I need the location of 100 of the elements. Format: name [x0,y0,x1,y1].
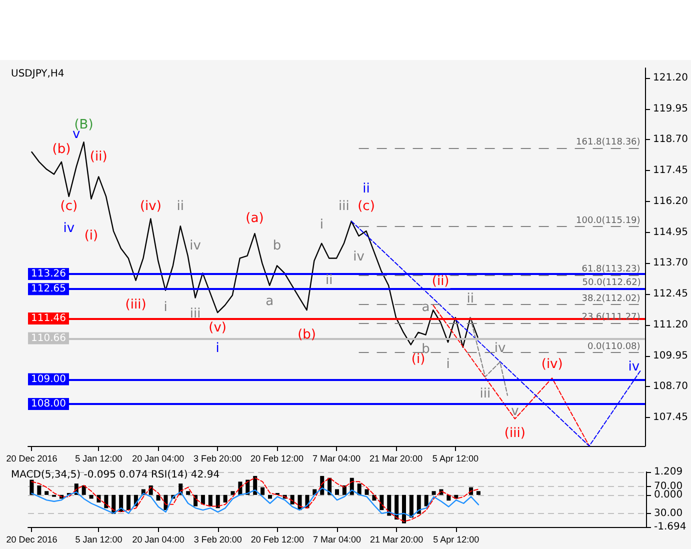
annotation: a [422,300,430,316]
bar [394,494,399,520]
bar [260,487,265,495]
bar [82,485,86,495]
annotation: v [511,404,520,419]
y-tick-label: 116.20 [653,196,688,207]
bar [89,494,94,499]
annotation: (c) [358,198,375,214]
annotation: (v) [208,320,226,336]
y-tick-label: 114.95 [653,226,688,238]
bar [357,484,362,495]
annotation: (iv) [541,356,563,372]
x-tick-label: 20 Jan 04:00 [132,454,184,464]
y-tick-label: 117.45 [653,165,688,176]
bar [30,480,34,495]
annotation: b [272,238,282,254]
annotation: iv [190,238,202,254]
chart-title: USDJPY,H4 [11,68,64,80]
y-tick-label: 111.20 [653,319,688,330]
ref-line-label: 111.46 [31,313,66,324]
annotation: (iv) [140,198,162,214]
bar [156,494,160,501]
bar [208,494,212,506]
ref-line-label: 0.0(110.08) [587,342,640,352]
x-tick-label: 21 Mar 20:00 [370,534,424,544]
annotation: iii [480,386,491,402]
bar [402,494,406,524]
annotation: ii [466,292,474,306]
y-tick-label: 112.45 [653,288,688,300]
chart-title: MACD(5,34,5) -0.095 0.074 RSI(14) 42.94 [11,470,220,480]
x-tick-label: 5 Apr 12:00 [432,454,478,464]
annotation: (iii) [504,426,526,442]
bar [126,494,131,510]
bar [424,494,428,506]
x-tick-label: 20 Feb 12:00 [250,534,304,544]
y-tick-label: 121.20 [653,72,688,84]
y-tick-label: -1.694 [654,522,686,532]
x-tick-label: 7 Mar 04:00 [312,454,361,464]
bar [364,489,369,495]
x-tick-label: 20 Dec 2016 [6,534,58,544]
bar [216,494,220,508]
annotation: ii [325,272,333,288]
x-tick-label: 7 Mar 04:00 [312,534,362,544]
ref-line-label: 112.65 [31,284,66,295]
annotation: iv [353,250,365,264]
annotation: (b) [52,142,71,158]
ref-line-label: 108.00 [31,398,66,410]
annotation: (b) [298,327,316,342]
y2-tick-label: 30.00 [654,508,683,519]
line-series [31,487,480,518]
x-tick-label: 3 Feb 20:00 [194,454,242,464]
x-tick-label: 3 Feb 20:00 [194,534,242,544]
y-tick-label: 109.95 [653,350,688,362]
ref-line-label: 38.2(112.02) [582,294,640,304]
x-tick-label: 21 Mar 20:00 [369,454,422,464]
ref-line-label: 100.0(115.19) [576,216,640,226]
annotation: ii [176,198,184,214]
bar [104,494,108,508]
annotation: i [320,217,324,232]
bar [230,491,235,495]
annotation: iii [338,198,350,214]
bar [200,494,205,504]
annotation: (c) [60,198,78,214]
y-tick-label: 1.209 [654,466,683,478]
annotation: 50.0(112.62) [582,278,641,288]
x-tick-label: 5 Jan 12:00 [75,454,122,464]
x-tick-label: 20 Jan 04:00 [132,534,184,544]
ref-line-label: 110.66 [31,332,66,344]
y-tick-label: 119.95 [653,103,688,114]
annotation: (iii) [125,298,146,313]
line-series [31,477,479,522]
y-tick-label: 0.000 [654,489,683,500]
bar [409,494,414,518]
x-tick-label: 20 Feb 12:00 [250,454,304,464]
annotation: i [446,356,450,372]
annotation: a [266,294,274,309]
bar [290,494,294,504]
bar [476,491,480,495]
annotation: i [216,340,220,356]
y-tick-label: 113.70 [653,258,688,269]
ref-line-label: 161.8(118.36) [576,138,640,148]
bar [416,494,421,514]
annotation: (a) [246,211,264,226]
bar [380,494,384,510]
annotation: (i) [84,228,98,244]
bar [186,491,190,495]
bar [432,491,436,495]
annotation: i [164,300,168,316]
y-tick-label: 118.70 [653,134,688,146]
annotation: iii [190,306,201,322]
bar [37,485,42,495]
annotation: (ii) [432,274,450,290]
annotation: (ii) [90,149,108,164]
y-tick-label: 108.70 [653,381,688,392]
x-tick-label: 5 Jan 12:00 [75,534,122,544]
ref-line-label: 109.00 [31,374,66,385]
annotation: iv [63,221,75,236]
ref-line-label: 113.26 [31,268,66,280]
bar [335,489,339,495]
y-tick-label: 107.45 [653,412,688,424]
